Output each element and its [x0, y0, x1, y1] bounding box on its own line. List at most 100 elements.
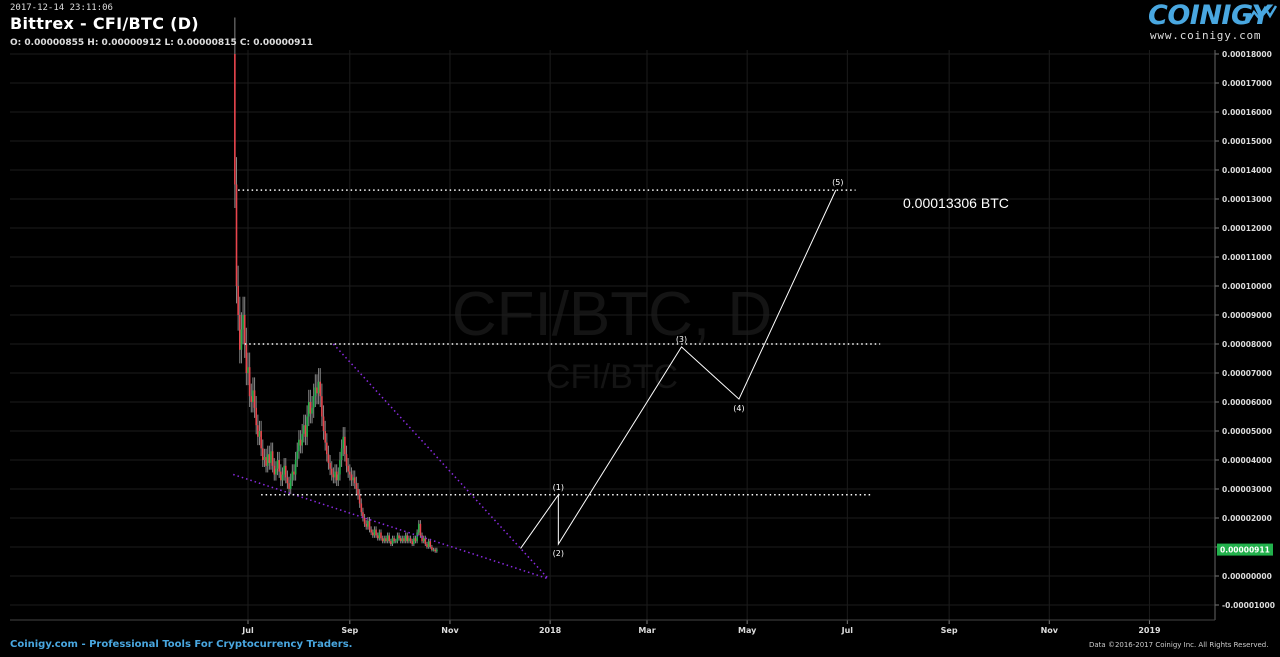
candle-body [380, 532, 382, 539]
candle-body [260, 431, 262, 449]
candle-body [353, 477, 356, 484]
candle-body [368, 520, 371, 530]
candle-body [431, 547, 433, 550]
candle-body [283, 465, 285, 475]
candle-body [417, 523, 420, 533]
wave-path [520, 189, 837, 549]
candle-body [426, 544, 428, 547]
candle-body [352, 477, 354, 481]
candle-body [257, 425, 259, 437]
candle-body [416, 532, 418, 542]
candle-body [238, 315, 241, 350]
candle-body [347, 465, 349, 472]
candle-body [299, 439, 302, 446]
candle-body [421, 535, 423, 542]
candle-body [362, 512, 364, 518]
y-tick-label: 0.00008000 [1222, 340, 1272, 349]
candle-body [436, 549, 438, 552]
coinigy-logo[interactable]: COINIGY www.coinigy.com [1146, 0, 1278, 44]
candle-body [284, 465, 287, 478]
last-price-label: 0.00000911 [1220, 546, 1270, 555]
candle-body [250, 396, 253, 402]
candle-body [393, 538, 395, 542]
candle-body [242, 315, 244, 330]
candle-body [309, 402, 312, 414]
candle-body [398, 535, 400, 539]
wedge-trendline [232, 473, 549, 580]
candle-body [334, 471, 336, 478]
candle-body [388, 535, 391, 542]
candle-body [304, 425, 307, 437]
candle-body [301, 433, 303, 446]
y-tick-label: 0.00010000 [1222, 282, 1272, 291]
candle-body [286, 477, 289, 484]
candle-body [265, 457, 267, 466]
candle-body [396, 535, 399, 542]
candle-body [235, 184, 238, 286]
candle-body [253, 390, 256, 408]
candle-body [268, 454, 271, 463]
candle-body [324, 431, 326, 443]
candle-body [342, 436, 345, 449]
candle-body [311, 407, 313, 414]
wave-label: (5) [832, 178, 843, 187]
candle-body [319, 381, 322, 397]
candle-body [371, 532, 374, 536]
chart-timestamp: 2017-12-14 23:11:06 [10, 3, 113, 13]
candle-body [408, 538, 410, 542]
y-tick-label: 0.00004000 [1222, 456, 1272, 465]
candle-body [298, 439, 300, 452]
wave-label: (1) [553, 483, 564, 492]
candle-body [266, 454, 269, 466]
candle-body [237, 286, 239, 315]
candle-body [424, 538, 427, 545]
logo-chart-icon [1246, 5, 1278, 23]
candle-body [234, 54, 236, 185]
candle-body [327, 454, 330, 463]
x-tick-label: 2019 [1138, 626, 1161, 635]
candle-body [289, 480, 292, 489]
candle-body [367, 520, 369, 527]
candle-body [303, 425, 305, 434]
y-tick-label: 0.00018000 [1222, 50, 1272, 59]
candle-body [427, 541, 430, 547]
candle-body [247, 367, 249, 373]
candle-body [322, 416, 325, 431]
candle-body [406, 535, 409, 542]
candle-body [358, 494, 361, 504]
candle-body [258, 431, 261, 437]
wedge-trendline [332, 343, 550, 580]
watermark-sub: CFI/BTC [546, 358, 678, 396]
y-tick-label: -0.00001000 [1222, 601, 1275, 610]
footer-tagline[interactable]: Coinigy.com - Professional Tools For Cry… [10, 639, 353, 650]
x-tick-label: Nov [441, 626, 459, 635]
candle-body [291, 471, 294, 481]
candle-body [252, 390, 254, 402]
candle-body [429, 541, 432, 547]
candle-body [419, 523, 422, 536]
candle-body [321, 396, 323, 417]
candle-body [255, 407, 258, 426]
x-tick-label: Nov [1041, 626, 1059, 635]
y-tick-label: 0.00014000 [1222, 166, 1272, 175]
candle-body [386, 535, 389, 542]
candle-body [381, 538, 384, 542]
candle-body [335, 471, 338, 481]
x-tick-label: Jul [841, 626, 854, 635]
x-tick-label: Sep [941, 626, 958, 635]
logo-url: www.coinigy.com [1150, 29, 1262, 42]
candle-body [432, 549, 435, 551]
candle-body [360, 503, 363, 513]
candle-body [422, 538, 425, 542]
x-tick-label: Sep [341, 626, 358, 635]
candle-body [293, 471, 295, 475]
candle-body [394, 541, 397, 543]
y-tick-label: 0.00007000 [1222, 369, 1272, 378]
candle-body [306, 416, 308, 437]
candle-body [414, 538, 417, 542]
y-tick-label: 0.00016000 [1222, 108, 1272, 117]
candle-body [261, 448, 264, 460]
candle-body [339, 460, 341, 475]
candle-body [385, 538, 387, 542]
